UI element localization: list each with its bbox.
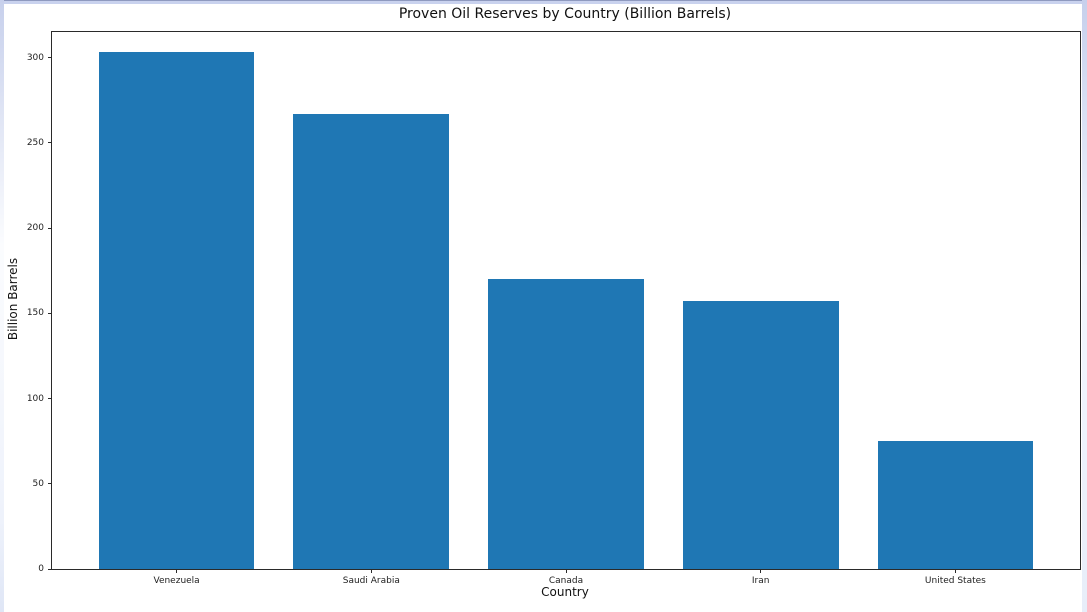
y-tick-label-300: 300	[26, 52, 44, 63]
x-tick-mark-saudi-arabia	[370, 569, 372, 573]
y-tick-label-0: 0	[38, 564, 44, 574]
y-tick-label-150: 150	[26, 308, 44, 319]
y-tick-mark-200	[48, 227, 52, 229]
y-tick-mark-250	[48, 142, 52, 144]
x-tick-label-venezuela: Venezuela	[153, 576, 200, 586]
x-tick-label-united-states: United States	[924, 576, 986, 586]
y-tick-mark-50	[48, 483, 52, 485]
x-tick-label-saudi-arabia: Saudi Arabia	[342, 576, 400, 586]
bar-venezuela	[98, 52, 255, 569]
y-tick-mark-100	[48, 398, 52, 400]
bar-iran	[682, 301, 839, 569]
x-tick-mark-united-states	[954, 569, 956, 573]
plot-area: 0 50 100 150 200 250 300 Venezuela Saudi Arabia C…	[27, 31, 1081, 586]
window-left-edge	[0, 0, 4, 612]
x-tick-mark-venezuela	[176, 569, 178, 573]
window-right-edge	[1082, 0, 1087, 612]
y-tick-label-250: 250	[26, 137, 44, 148]
y-tick-mark-0	[48, 568, 52, 570]
y-tick-mark-150	[48, 312, 52, 314]
y-tick-label-50: 50	[32, 478, 44, 489]
y-tick-label-100: 100	[26, 393, 44, 404]
chart-title: Proven Oil Reserves by Country (Billion …	[398, 6, 732, 22]
bar-united-states	[877, 441, 1034, 569]
bar-saudi-arabia	[293, 113, 450, 569]
x-tick-mark-iran	[760, 569, 762, 573]
window-top-edge	[0, 0, 1087, 4]
y-axis-label: Billion Barrels	[6, 257, 20, 341]
x-axis-label: Country	[541, 585, 589, 599]
x-tick-label-iran: Iran	[751, 576, 770, 586]
x-tick-label-canada: Canada	[548, 576, 584, 586]
y-tick-label-200: 200	[26, 223, 44, 234]
x-tick-mark-canada	[565, 569, 567, 573]
bar-canada	[488, 279, 644, 569]
y-tick-mark-300	[48, 57, 52, 59]
